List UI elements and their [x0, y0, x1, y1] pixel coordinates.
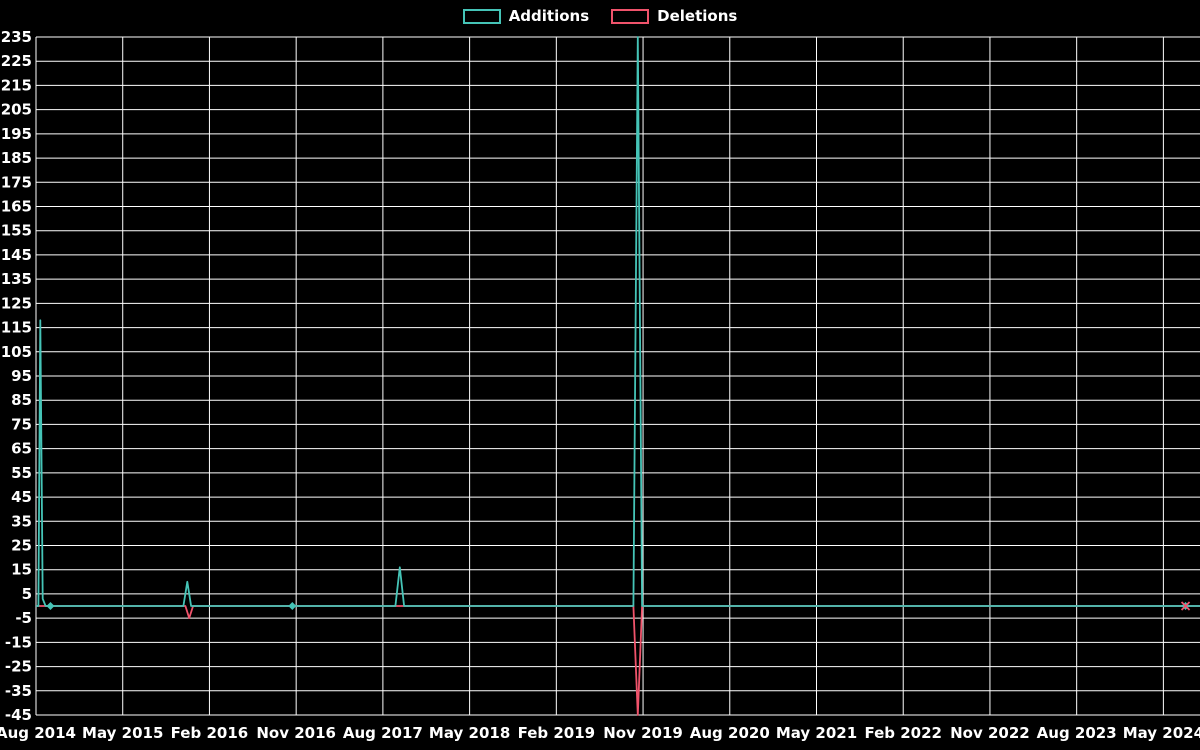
legend-item-additions[interactable]: Additions	[462, 7, 590, 25]
svg-text:215: 215	[1, 76, 32, 94]
svg-text:125: 125	[1, 294, 32, 312]
svg-text:May 2021: May 2021	[776, 724, 857, 742]
deletions-legend-label: Deletions	[657, 7, 738, 25]
svg-text:Aug 2014: Aug 2014	[0, 724, 76, 742]
svg-text:May 2015: May 2015	[82, 724, 163, 742]
svg-text:165: 165	[1, 198, 32, 216]
svg-text:65: 65	[11, 440, 32, 458]
svg-text:5: 5	[22, 585, 32, 603]
svg-text:Nov 2022: Nov 2022	[950, 724, 1030, 742]
svg-text:-25: -25	[5, 658, 32, 676]
svg-text:225: 225	[1, 52, 32, 70]
svg-text:-35: -35	[5, 682, 32, 700]
svg-text:35: 35	[11, 512, 32, 530]
additions-legend-label: Additions	[508, 7, 590, 25]
svg-text:75: 75	[11, 415, 32, 433]
svg-text:55: 55	[11, 464, 32, 482]
legend-item-deletions[interactable]: Deletions	[611, 7, 737, 25]
svg-text:Feb 2016: Feb 2016	[171, 724, 249, 742]
svg-text:May 2024: May 2024	[1123, 724, 1200, 742]
svg-text:45: 45	[11, 488, 32, 506]
svg-text:-5: -5	[15, 609, 32, 627]
svg-text:195: 195	[1, 125, 32, 143]
svg-text:-45: -45	[5, 706, 32, 724]
svg-text:185: 185	[1, 149, 32, 167]
svg-text:135: 135	[1, 270, 32, 288]
svg-text:95: 95	[11, 367, 32, 385]
svg-text:May 2018: May 2018	[429, 724, 510, 742]
svg-text:105: 105	[1, 343, 32, 361]
svg-text:235: 235	[1, 28, 32, 46]
legend: Additions Deletions	[0, 7, 1200, 25]
deletions-swatch	[611, 8, 650, 24]
svg-text:Feb 2019: Feb 2019	[518, 724, 596, 742]
additions-swatch	[462, 8, 501, 24]
svg-text:Aug 2023: Aug 2023	[1037, 724, 1117, 742]
svg-text:25: 25	[11, 537, 32, 555]
svg-text:Nov 2019: Nov 2019	[603, 724, 683, 742]
svg-text:175: 175	[1, 173, 32, 191]
svg-text:145: 145	[1, 246, 32, 264]
svg-text:-15: -15	[5, 633, 32, 651]
svg-text:155: 155	[1, 222, 32, 240]
svg-text:Feb 2022: Feb 2022	[864, 724, 942, 742]
svg-text:205: 205	[1, 101, 32, 119]
svg-text:115: 115	[1, 319, 32, 337]
svg-text:Aug 2020: Aug 2020	[690, 724, 770, 742]
svg-text:15: 15	[11, 561, 32, 579]
svg-text:Aug 2017: Aug 2017	[343, 724, 423, 742]
svg-text:85: 85	[11, 391, 32, 409]
svg-text:Nov 2016: Nov 2016	[256, 724, 336, 742]
